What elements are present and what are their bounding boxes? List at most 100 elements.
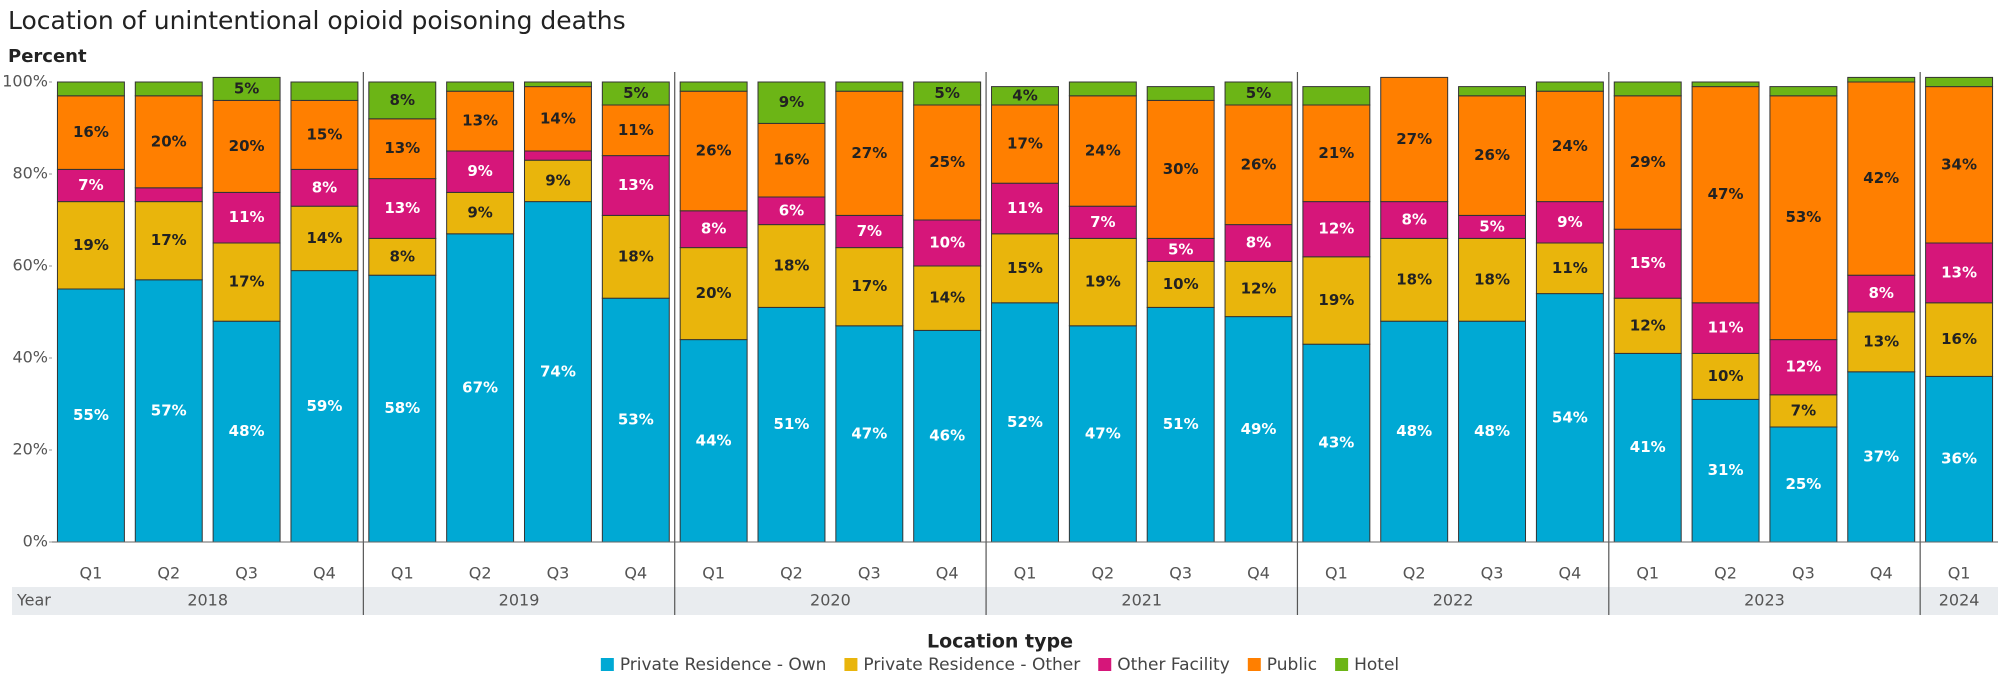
x-tick-label: Q4 xyxy=(313,564,336,583)
bar-segment xyxy=(1847,371,1916,543)
bar-segment xyxy=(446,191,515,235)
bar-segment xyxy=(368,81,437,120)
data-label: 48% xyxy=(1474,422,1510,440)
bar-segment xyxy=(1925,76,1994,88)
x-tick-label: Q4 xyxy=(1247,564,1270,583)
legend-label: Private Residence - Own xyxy=(620,655,827,675)
bar-segment xyxy=(1380,201,1449,239)
data-label: 5% xyxy=(623,84,648,102)
data-label: 9% xyxy=(467,162,492,180)
x-tick-label: Q1 xyxy=(1325,564,1348,583)
bar-segment xyxy=(1224,104,1293,226)
data-label: 24% xyxy=(1552,137,1588,155)
bar-segment xyxy=(1613,297,1682,354)
data-label: 11% xyxy=(229,208,265,226)
data-label: 16% xyxy=(1941,330,1977,348)
bar-segment xyxy=(134,187,203,203)
x-tick-label: Q4 xyxy=(936,564,959,583)
x-tick-label: Q1 xyxy=(1948,564,1971,583)
legend-label: Private Residence - Other xyxy=(863,655,1080,675)
data-label: 51% xyxy=(1163,415,1199,433)
data-label: 5% xyxy=(1168,240,1193,258)
bar-segment xyxy=(1068,205,1137,239)
data-label: 26% xyxy=(1474,146,1510,164)
x-tick-label: Q2 xyxy=(1403,564,1426,583)
data-label: 41% xyxy=(1630,438,1666,456)
data-label: 7% xyxy=(1791,401,1816,419)
data-label: 47% xyxy=(1085,424,1121,442)
data-label: 12% xyxy=(1785,358,1821,376)
legend-title: Location type xyxy=(927,631,1073,653)
bar-segment xyxy=(601,104,670,157)
y-axis-label: Percent xyxy=(8,46,87,67)
legend-swatch xyxy=(1335,658,1349,671)
bar-segment xyxy=(1458,86,1527,97)
x-tick-label: Q2 xyxy=(469,564,492,583)
data-label: 20% xyxy=(696,284,732,302)
year-label: 2018 xyxy=(187,591,228,610)
x-tick-label: Q4 xyxy=(1558,564,1581,583)
bar-segment xyxy=(1224,260,1293,318)
bar-segment xyxy=(1380,237,1449,322)
data-label: 19% xyxy=(1085,273,1121,291)
bar-segment xyxy=(368,237,437,276)
bar-segment xyxy=(1302,104,1371,203)
bar-segment xyxy=(1224,316,1293,543)
data-label: 8% xyxy=(1869,284,1894,302)
bar-segment xyxy=(1769,95,1838,341)
data-label: 17% xyxy=(229,273,265,291)
bar-segment xyxy=(446,233,515,543)
legend-label: Public xyxy=(1267,655,1317,675)
bar-segment xyxy=(757,196,826,226)
data-label: 25% xyxy=(1785,475,1821,493)
data-label: 42% xyxy=(1863,169,1899,187)
bar-segment xyxy=(1925,302,1994,377)
bar-segment xyxy=(56,81,125,97)
data-label: 29% xyxy=(1630,153,1666,171)
bar-segment xyxy=(601,214,670,299)
data-label: 12% xyxy=(1241,280,1277,298)
legend-label: Hotel xyxy=(1354,655,1399,675)
bar-segment xyxy=(212,242,281,322)
data-label: 20% xyxy=(151,132,187,150)
data-label: 24% xyxy=(1085,142,1121,160)
legend-swatch xyxy=(1247,658,1261,671)
data-label: 6% xyxy=(779,201,804,219)
data-label: 8% xyxy=(1401,211,1426,229)
data-label: 52% xyxy=(1007,413,1043,431)
x-tick-label: Q4 xyxy=(624,564,647,583)
bar-segment xyxy=(913,265,982,331)
bar-segment xyxy=(1613,228,1682,299)
bar-segment xyxy=(757,122,826,198)
data-label: 43% xyxy=(1318,434,1354,452)
data-label: 25% xyxy=(929,153,965,171)
bar-segment xyxy=(290,205,359,272)
data-label: 5% xyxy=(1246,84,1271,102)
x-tick-label: Q1 xyxy=(391,564,414,583)
bar-segment xyxy=(1146,86,1215,101)
bar-segment xyxy=(212,191,281,244)
bar-segment xyxy=(1380,76,1449,203)
data-label: 9% xyxy=(1557,213,1582,231)
chart-title: Location of unintentional opioid poisoni… xyxy=(8,6,626,35)
x-tick-label: Q1 xyxy=(80,564,103,583)
year-band xyxy=(12,587,1998,615)
data-label: 55% xyxy=(73,406,109,424)
bar-segment xyxy=(1146,306,1215,543)
bar-segment xyxy=(134,279,203,543)
data-label: 15% xyxy=(1007,259,1043,277)
bar-segment xyxy=(523,86,592,152)
data-label: 5% xyxy=(934,84,959,102)
data-label: 7% xyxy=(1090,213,1115,231)
year-label: 2019 xyxy=(499,591,540,610)
x-tick-label: Q2 xyxy=(1091,564,1114,583)
bar-segment xyxy=(523,201,592,543)
bar-segment xyxy=(991,104,1059,184)
bar-segment xyxy=(601,81,670,106)
data-label: 17% xyxy=(851,277,887,295)
bar-segment xyxy=(1068,81,1137,97)
bar-segment xyxy=(1847,81,1916,276)
bar-segment xyxy=(1068,325,1137,543)
data-label: 16% xyxy=(774,151,810,169)
bar-segment xyxy=(991,86,1059,106)
